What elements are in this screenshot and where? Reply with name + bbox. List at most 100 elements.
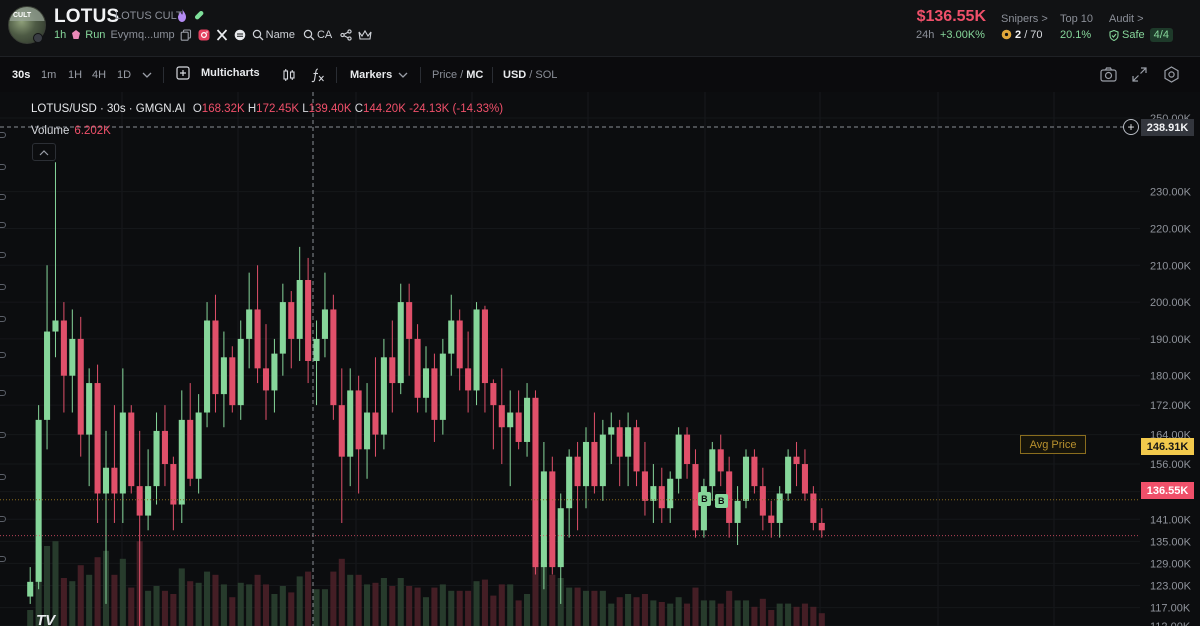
volume-bar	[465, 590, 472, 626]
chevron-up-icon	[39, 149, 49, 155]
chevron-down-icon[interactable]	[142, 71, 152, 79]
volume-bar	[364, 584, 371, 626]
candle-body	[532, 397, 539, 568]
candle-body	[448, 320, 455, 354]
ca-search-icon[interactable]	[303, 29, 315, 41]
buy-marker[interactable]: B	[714, 494, 728, 509]
symbol-label[interactable]: LOTUS/USD · 30s · GMGN.AI	[31, 103, 186, 115]
candle-body	[616, 427, 623, 457]
volume-bar	[279, 586, 286, 626]
price-tick-label: 190.00K	[1150, 334, 1192, 346]
candle-body	[338, 405, 345, 457]
candle-type-icon[interactable]	[282, 68, 296, 82]
candle-body	[321, 309, 328, 339]
volume-bar	[111, 574, 118, 626]
volume-bar	[321, 589, 328, 626]
candle-body	[557, 508, 564, 568]
settings-icon[interactable]	[1163, 66, 1180, 83]
website-icon[interactable]	[234, 29, 246, 41]
fullscreen-icon[interactable]	[1132, 67, 1147, 82]
volume-bar	[810, 606, 817, 626]
snipers-link[interactable]: Snipers >	[1001, 13, 1048, 25]
search-icon[interactable]	[252, 29, 264, 41]
name-search-link[interactable]: Name	[265, 29, 295, 41]
mc-option[interactable]: MC	[466, 69, 484, 81]
volume-bar	[599, 590, 606, 626]
candle-body	[94, 383, 101, 494]
sol-option[interactable]: SOL	[535, 69, 558, 81]
price-mc-toggle[interactable]: Price / MC	[432, 69, 484, 81]
instagram-icon[interactable]	[198, 29, 210, 41]
volume-bar	[431, 587, 438, 626]
candle-body	[128, 412, 135, 487]
crown-icon[interactable]	[358, 29, 372, 41]
candle-body	[414, 338, 421, 398]
volume-bar	[818, 613, 825, 626]
multicharts-button[interactable]: Multicharts	[176, 66, 260, 80]
token-avatar[interactable]: CULT	[8, 6, 46, 44]
candle-body	[220, 357, 227, 395]
chevron-down-icon[interactable]	[398, 71, 408, 79]
drawing-tools-rail[interactable]	[0, 102, 8, 602]
timeframe-1m[interactable]: 1m	[41, 69, 57, 81]
indicators-fx-icon[interactable]	[311, 68, 325, 83]
candle-body	[102, 467, 110, 494]
price-chart[interactable]: 250.00K230.00K220.00K210.00K200.00K190.0…	[0, 92, 1200, 626]
candle-body	[439, 353, 446, 420]
copy-icon[interactable]	[180, 29, 192, 41]
price-tick-label: 156.00K	[1150, 459, 1192, 471]
share-icon[interactable]	[340, 29, 352, 41]
candle-body	[60, 320, 67, 376]
high-value: 172.45K	[256, 103, 300, 115]
chart-canvas[interactable]: 250.00K230.00K220.00K210.00K200.00K190.0…	[0, 92, 1200, 626]
ca-search-link[interactable]: CA	[316, 29, 333, 41]
usd-option[interactable]: USD	[503, 69, 527, 81]
volume-bar	[406, 586, 413, 626]
price-tick-label: 200.00K	[1150, 297, 1192, 309]
candle-body	[717, 449, 724, 472]
timeframe-1h[interactable]: 1H	[68, 69, 83, 81]
volume-bar	[271, 594, 278, 626]
price-option[interactable]: Price	[432, 69, 458, 81]
volume-bar	[507, 584, 514, 626]
candle-body	[229, 357, 236, 406]
timeframe-30s[interactable]: 30s	[12, 69, 31, 81]
markers-dropdown[interactable]: Markers	[350, 69, 393, 81]
chart-grid	[0, 92, 1140, 626]
currency-toggle[interactable]: USD / SOL	[503, 69, 558, 81]
volume-bar	[246, 584, 253, 626]
candle-body	[793, 456, 800, 465]
candle-body	[305, 280, 312, 361]
candle-body	[692, 464, 699, 531]
token-header: CULT LOTUS LOTUS CULT 1h Run Evymq...ump	[0, 0, 1200, 57]
timeframe-1d[interactable]: 1D	[117, 69, 132, 81]
audit-link[interactable]: Audit >	[1109, 13, 1144, 25]
candle-body	[364, 412, 371, 450]
candle-body	[195, 412, 202, 479]
volume-bar	[187, 581, 194, 626]
candle-body	[490, 383, 497, 406]
collapse-legend-button[interactable]	[32, 143, 56, 161]
creator-address[interactable]: Evymq...ump	[110, 29, 175, 41]
volume-bar	[591, 590, 598, 626]
volume-bar	[684, 603, 691, 626]
candle-body	[759, 486, 766, 516]
volume-bar	[338, 558, 345, 626]
add-alert-icon[interactable]: +	[1123, 119, 1139, 135]
candle-body	[380, 357, 387, 435]
volume-bar	[785, 603, 792, 626]
buy-marker[interactable]: B	[697, 492, 711, 507]
candle-body	[498, 405, 505, 428]
toolbar-divider	[420, 67, 421, 83]
price-tick-label: 141.00K	[1150, 514, 1192, 526]
camera-icon[interactable]	[1100, 67, 1117, 82]
candle-body	[77, 338, 84, 435]
run-label: Run	[85, 29, 106, 41]
volume-bar	[726, 590, 733, 626]
volume-bar	[692, 587, 699, 626]
price-tick-label: 117.00K	[1150, 603, 1191, 615]
timeframe-4h[interactable]: 4H	[92, 69, 107, 81]
price-axis[interactable]: 250.00K230.00K220.00K210.00K200.00K190.0…	[1150, 113, 1192, 626]
x-twitter-icon[interactable]	[216, 29, 228, 41]
candle-body	[801, 464, 808, 494]
